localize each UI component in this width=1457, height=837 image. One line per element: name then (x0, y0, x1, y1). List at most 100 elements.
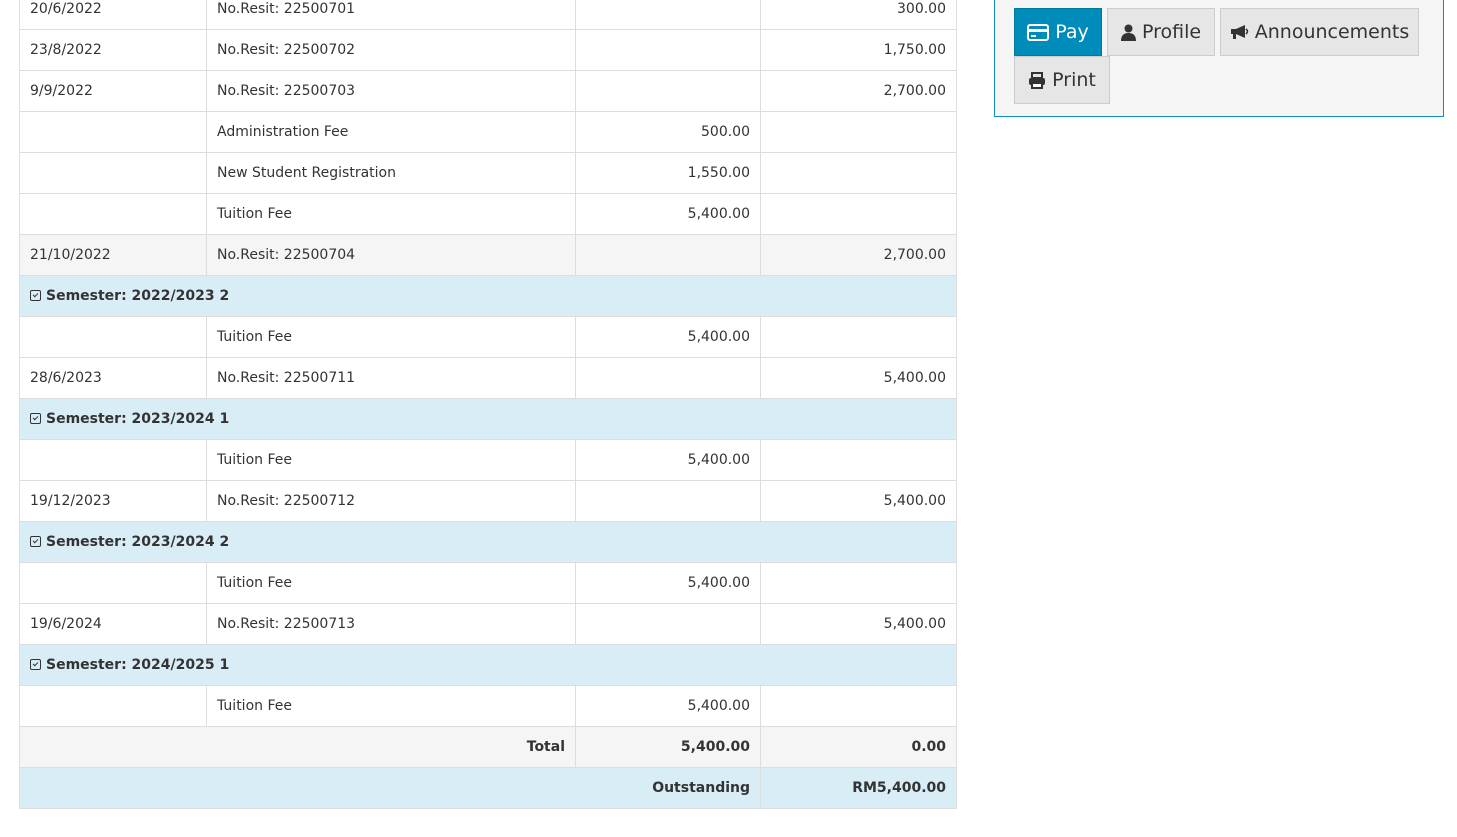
description-cell: No.Resit: 22500713 (206, 603, 576, 645)
semester-cell: Semester: 2024/2025 1 (19, 644, 957, 686)
table-row: Tuition Fee 5,400.00 (19, 439, 957, 481)
date-cell (19, 316, 207, 358)
description-cell: Tuition Fee (206, 316, 576, 358)
table-row: Administration Fee 500.00 (19, 111, 957, 153)
profile-label: Profile (1141, 21, 1202, 43)
date-cell: 9/9/2022 (19, 70, 207, 112)
semester-cell: Semester: 2022/2023 2 (19, 275, 957, 317)
date-cell: 19/12/2023 (19, 480, 207, 522)
credit-cell: 2,700.00 (760, 234, 957, 276)
credit-cell: 5,400.00 (760, 603, 957, 645)
credit-cell (760, 439, 957, 481)
date-cell: 20/6/2022 (19, 0, 207, 30)
semester-header-row: Semester: 2023/2024 2 (19, 521, 957, 563)
credit-cell: 5,400.00 (760, 357, 957, 399)
profile-button[interactable]: Profile (1107, 8, 1215, 56)
debit-cell (575, 70, 761, 112)
semester-header-row: Semester: 2022/2023 2 (19, 275, 957, 317)
print-icon (1029, 71, 1046, 89)
table-row: Tuition Fee 5,400.00 (19, 193, 957, 235)
print-label: Print (1052, 69, 1096, 91)
debit-cell: 1,550.00 (575, 152, 761, 194)
description-cell: Tuition Fee (206, 685, 576, 727)
semester-header-row: Semester: 2024/2025 1 (19, 644, 957, 686)
semester-label: Semester: 2022/2023 2 (46, 288, 230, 304)
actions-panel: Pay Profile Announcements Print (994, 0, 1444, 117)
total-label: Total (19, 726, 576, 768)
description-cell: Administration Fee (206, 111, 576, 153)
credit-cell: 5,400.00 (760, 480, 957, 522)
debit-cell (575, 0, 761, 30)
outstanding-row: Outstanding RM5,400.00 (19, 767, 957, 809)
table-row: Tuition Fee 5,400.00 (19, 562, 957, 604)
date-cell: 19/6/2024 (19, 603, 207, 645)
user-icon (1120, 24, 1136, 41)
debit-cell: 5,400.00 (575, 685, 761, 727)
calendar-check-icon (30, 413, 41, 424)
credit-cell: 1,750.00 (760, 29, 957, 71)
print-button[interactable]: Print (1014, 56, 1110, 104)
table-row: 23/8/2022 No.Resit: 22500702 1,750.00 (19, 29, 957, 71)
outstanding-amount: RM5,400.00 (760, 767, 957, 809)
credit-card-icon (1027, 23, 1050, 41)
description-cell: No.Resit: 22500701 (206, 0, 576, 30)
announcements-button[interactable]: Announcements (1220, 8, 1419, 56)
credit-cell (760, 562, 957, 604)
description-cell: No.Resit: 22500712 (206, 480, 576, 522)
table-row: Tuition Fee 5,400.00 (19, 685, 957, 727)
credit-cell (760, 316, 957, 358)
credit-cell (760, 193, 957, 235)
description-cell: Tuition Fee (206, 562, 576, 604)
table-row: 19/6/2024 No.Resit: 22500713 5,400.00 (19, 603, 957, 645)
credit-cell: 300.00 (760, 0, 957, 30)
debit-cell: 5,400.00 (575, 439, 761, 481)
date-cell: 28/6/2023 (19, 357, 207, 399)
date-cell (19, 111, 207, 153)
calendar-check-icon (30, 290, 41, 301)
debit-cell (575, 357, 761, 399)
semester-header-row: Semester: 2023/2024 1 (19, 398, 957, 440)
date-cell (19, 193, 207, 235)
statement-table: 20/6/2022 No.Resit: 22500701 300.00 23/8/20… (19, 0, 957, 809)
date-cell (19, 439, 207, 481)
credit-cell (760, 111, 957, 153)
date-cell: 23/8/2022 (19, 29, 207, 71)
debit-cell: 5,400.00 (575, 193, 761, 235)
description-cell: New Student Registration (206, 152, 576, 194)
calendar-check-icon (30, 659, 41, 670)
bullhorn-icon (1230, 25, 1248, 39)
description-cell: No.Resit: 22500711 (206, 357, 576, 399)
table-row: Tuition Fee 5,400.00 (19, 316, 957, 358)
table-row: 28/6/2023 No.Resit: 22500711 5,400.00 (19, 357, 957, 399)
debit-cell (575, 234, 761, 276)
semester-cell: Semester: 2023/2024 1 (19, 398, 957, 440)
debit-cell (575, 29, 761, 71)
table-row: 21/10/2022 No.Resit: 22500704 2,700.00 (19, 234, 957, 276)
credit-cell (760, 685, 957, 727)
debit-cell (575, 603, 761, 645)
credit-cell (760, 152, 957, 194)
table-row: New Student Registration 1,550.00 (19, 152, 957, 194)
date-cell (19, 152, 207, 194)
description-cell: No.Resit: 22500704 (206, 234, 576, 276)
date-cell (19, 562, 207, 604)
description-cell: No.Resit: 22500702 (206, 29, 576, 71)
semester-cell: Semester: 2023/2024 2 (19, 521, 957, 563)
description-cell: No.Resit: 22500703 (206, 70, 576, 112)
total-credit: 0.00 (760, 726, 957, 768)
description-cell: Tuition Fee (206, 439, 576, 481)
table-row: 9/9/2022 No.Resit: 22500703 2,700.00 (19, 70, 957, 112)
date-cell (19, 685, 207, 727)
calendar-check-icon (30, 536, 41, 547)
pay-button[interactable]: Pay (1014, 8, 1102, 56)
description-cell: Tuition Fee (206, 193, 576, 235)
debit-cell: 500.00 (575, 111, 761, 153)
total-debit: 5,400.00 (575, 726, 761, 768)
date-cell: 21/10/2022 (19, 234, 207, 276)
debit-cell: 5,400.00 (575, 562, 761, 604)
credit-cell: 2,700.00 (760, 70, 957, 112)
pay-label: Pay (1055, 21, 1089, 43)
announcements-label: Announcements (1254, 21, 1410, 43)
semester-label: Semester: 2024/2025 1 (46, 657, 230, 673)
table-row: 20/6/2022 No.Resit: 22500701 300.00 (19, 0, 957, 30)
